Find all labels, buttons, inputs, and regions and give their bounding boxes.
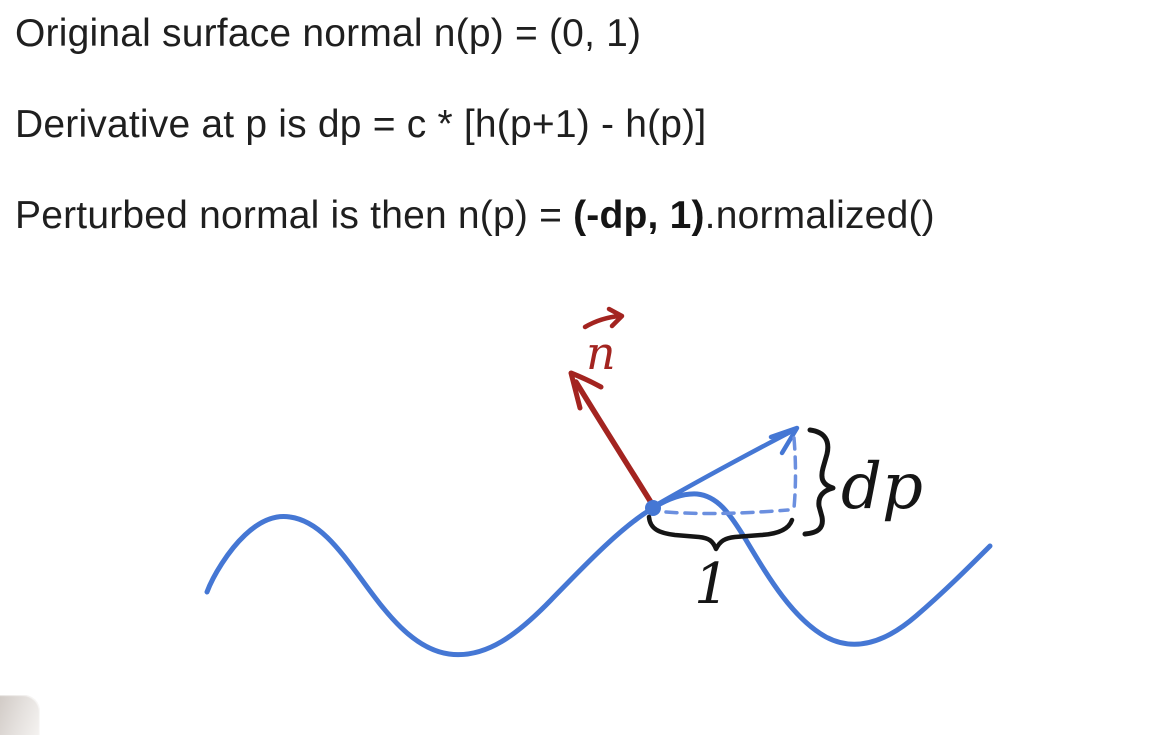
slide-text-block: Original surface normal n(p) = (0, 1) De… xyxy=(15,12,1163,285)
vector-overbar-arrowhead-icon xyxy=(606,306,625,329)
normal-arrowhead-icon xyxy=(568,370,604,411)
text-line-derivative: Derivative at p is dp = c * [h(p+1) - h(… xyxy=(15,102,707,146)
dashed-rise-line xyxy=(792,436,798,510)
perturbed-arrowhead-icon xyxy=(768,425,800,456)
unit-underbrace-icon xyxy=(646,514,795,552)
normal-arrow xyxy=(573,379,655,507)
perturbed-normal-prefix: Perturbed normal is then n(p) = xyxy=(15,193,574,237)
dp-brace-icon xyxy=(802,427,836,537)
perturbed-normal-bold-term: (-dp, 1) xyxy=(573,193,705,237)
unit-interval-label: 1 xyxy=(694,552,730,617)
text-line-original-normal: Original surface normal n(p) = (0, 1) xyxy=(15,12,642,55)
surface-curve xyxy=(204,491,993,658)
perturbed-arrow xyxy=(655,427,797,507)
perturbed-normal-suffix: .normalized() xyxy=(704,193,935,237)
vector-overbar-arrow-icon xyxy=(582,313,623,330)
text-line-perturbed-normal: Perturbed normal is then n(p) = (-dp, 1)… xyxy=(15,194,1163,239)
sample-point-dot xyxy=(645,500,661,516)
derivative-label: dp xyxy=(841,450,923,524)
dashed-run-line xyxy=(664,508,790,516)
corner-overlay-object xyxy=(0,695,40,735)
normal-vector-label: n xyxy=(586,326,616,380)
